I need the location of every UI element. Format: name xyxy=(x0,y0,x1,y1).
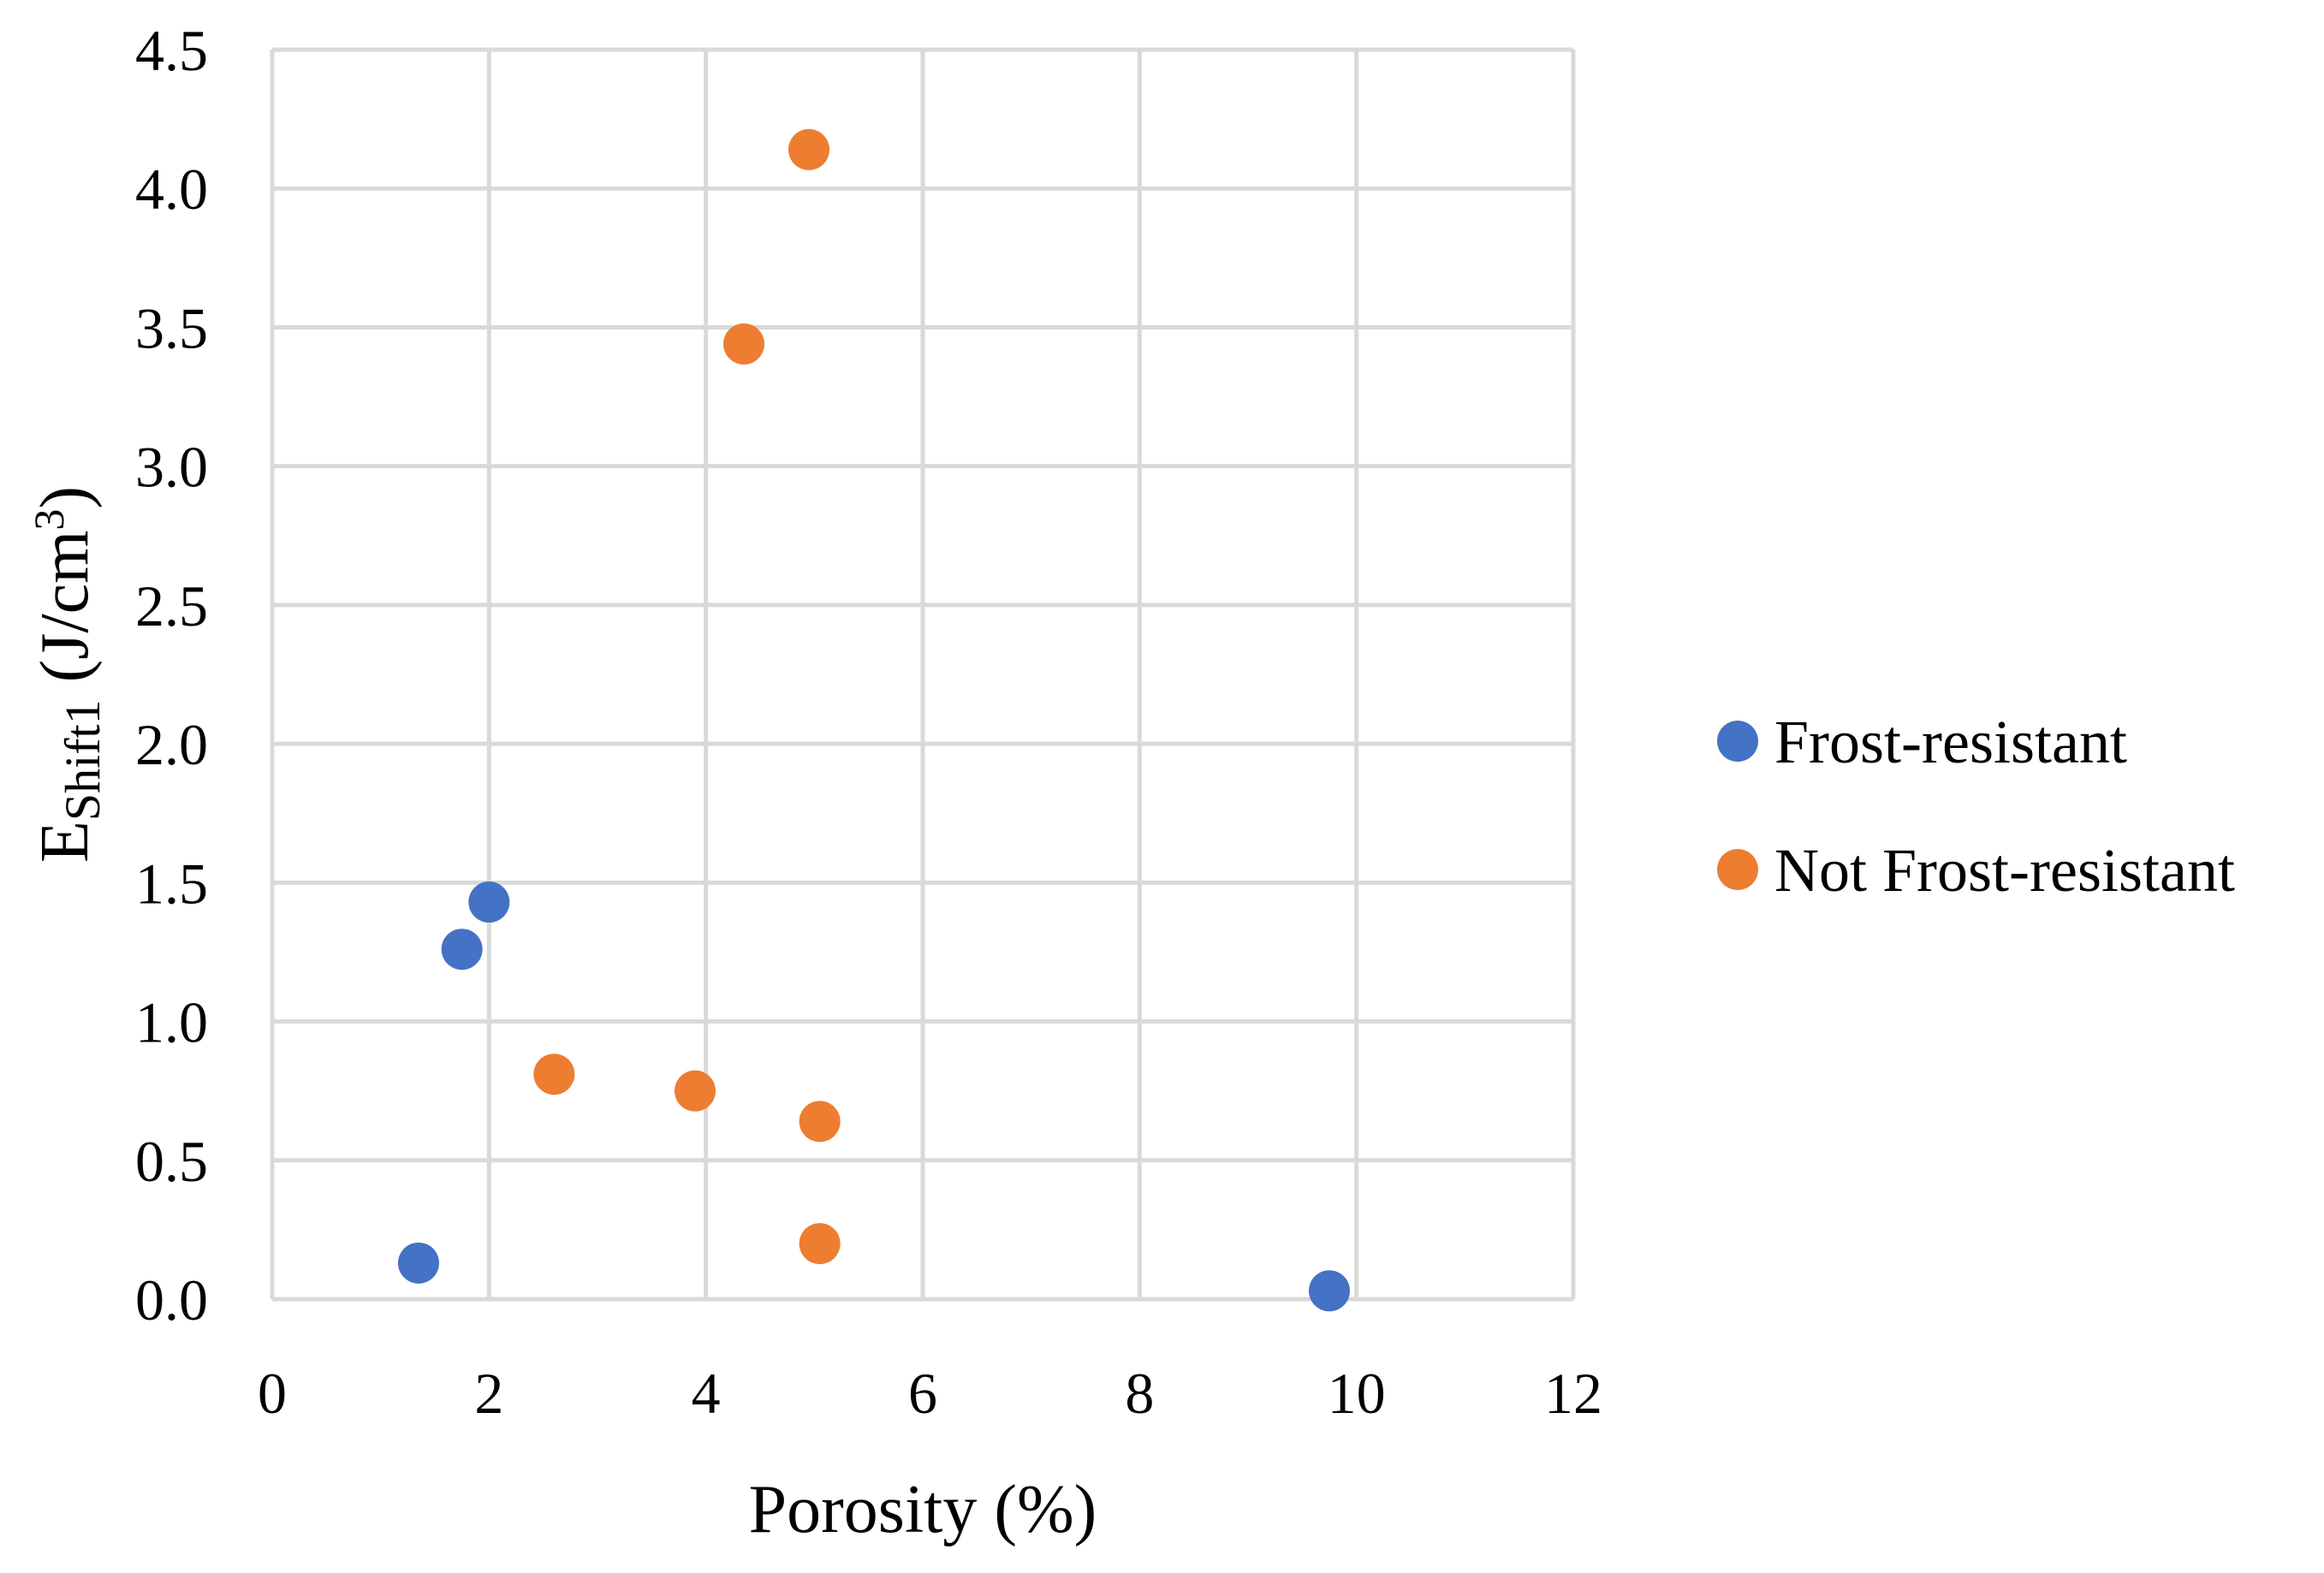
legend-label: Frost-resistant xyxy=(1774,708,2127,776)
not-frost-resistant-point xyxy=(723,323,764,365)
legend-marker xyxy=(1717,721,1758,762)
y-tick-label: 1.5 xyxy=(135,851,208,916)
not-frost-resistant-point xyxy=(675,1070,716,1112)
frost-resistant-point xyxy=(441,929,483,971)
y-tick-label: 2.5 xyxy=(135,573,208,638)
not-frost-resistant-point xyxy=(799,1223,841,1265)
y-axis-title-subscript: Shift1 xyxy=(55,699,110,821)
y-axis-title-unit-close: ) xyxy=(27,486,103,509)
frost-resistant-point xyxy=(468,881,510,923)
y-tick-label: 4.0 xyxy=(135,157,208,222)
y-tick-label: 3.0 xyxy=(135,435,208,500)
data-points xyxy=(398,128,1350,1312)
x-tick-label: 8 xyxy=(1125,1361,1154,1426)
not-frost-resistant-point xyxy=(533,1054,575,1095)
y-axis-title: EShift1 (J/cm3) xyxy=(25,486,110,863)
x-tick-label: 6 xyxy=(908,1361,937,1426)
legend-item-frost-resistant: Frost-resistant xyxy=(1717,708,2127,776)
y-tick-label: 3.5 xyxy=(135,295,208,360)
x-axis-title: Porosity (%) xyxy=(749,1472,1097,1547)
y-tick-label: 1.0 xyxy=(135,990,208,1055)
y-tick-label: 2.0 xyxy=(135,712,208,777)
y-tick-label: 0.0 xyxy=(135,1267,208,1333)
x-tick-label: 4 xyxy=(692,1361,721,1426)
legend: Frost-resistant Not Frost-resistant xyxy=(1717,708,2235,905)
legend-marker xyxy=(1717,849,1758,890)
not-frost-resistant-point xyxy=(788,128,829,170)
y-axis-title-unit-open: (J/cm xyxy=(27,531,103,700)
x-tick-label: 2 xyxy=(474,1361,503,1426)
x-tick-label: 0 xyxy=(258,1361,287,1426)
x-tick-label: 10 xyxy=(1328,1361,1386,1426)
legend-item-not-frost-resistant: Not Frost-resistant xyxy=(1717,836,2235,905)
x-tick-label: 12 xyxy=(1544,1361,1602,1426)
frost-resistant-point xyxy=(1309,1270,1350,1312)
legend-label: Not Frost-resistant xyxy=(1774,836,2235,905)
y-tick-label: 0.5 xyxy=(135,1129,208,1194)
y-axis-title-unit-superscript: 3 xyxy=(25,509,73,531)
y-axis-title-base: E xyxy=(27,821,103,863)
y-axis-tick-labels: 0.0 0.5 1.0 1.5 2.0 2.5 3.0 3.5 4.0 4.5 xyxy=(135,18,208,1333)
x-axis-tick-labels: 0 2 4 6 8 10 12 xyxy=(258,1361,1602,1426)
not-frost-resistant-point xyxy=(799,1101,841,1143)
y-tick-label: 4.5 xyxy=(135,18,208,83)
frost-resistant-point xyxy=(398,1242,439,1284)
